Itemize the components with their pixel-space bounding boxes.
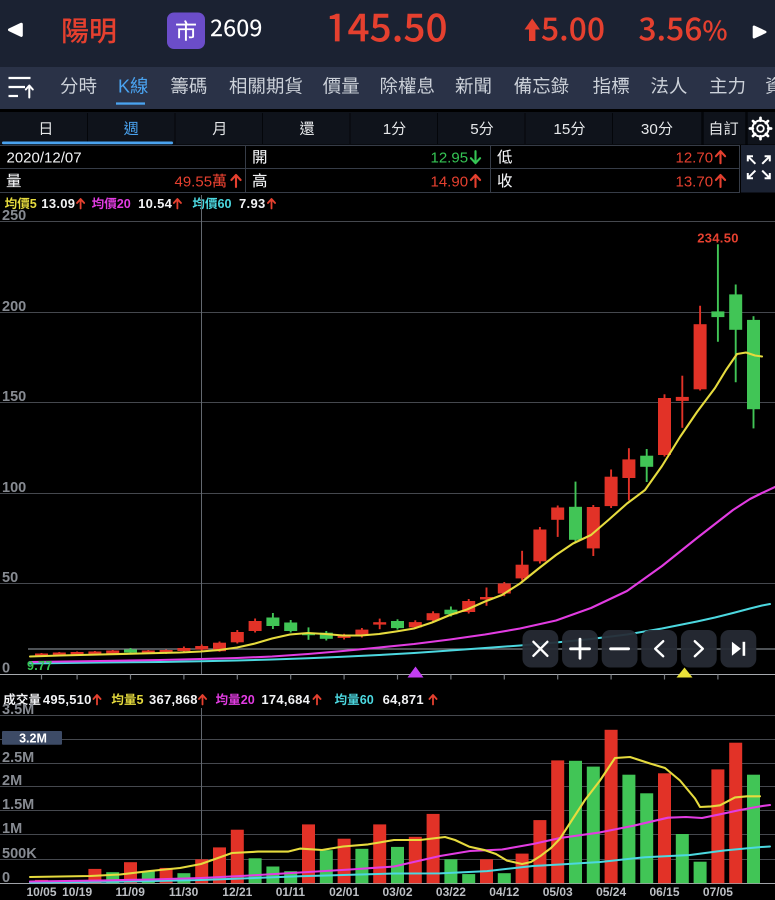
svg-text:03/22: 03/22 bbox=[436, 885, 466, 899]
svg-text:1.5M: 1.5M bbox=[2, 797, 34, 813]
svg-text:05/03: 05/03 bbox=[543, 885, 573, 899]
svg-text:20: 20 bbox=[117, 197, 131, 211]
svg-text:K: K bbox=[118, 77, 130, 97]
svg-text:02/01: 02/01 bbox=[329, 885, 359, 899]
svg-text:10.54: 10.54 bbox=[138, 196, 173, 211]
svg-text:06/15: 06/15 bbox=[650, 885, 680, 899]
svg-text:15: 15 bbox=[553, 121, 570, 138]
svg-text:60: 60 bbox=[360, 693, 374, 707]
svg-text:200: 200 bbox=[2, 299, 26, 315]
svg-text:150: 150 bbox=[2, 389, 26, 405]
svg-text:14.90: 14.90 bbox=[431, 173, 469, 190]
svg-text:10/05: 10/05 bbox=[27, 885, 57, 899]
svg-text:11/09: 11/09 bbox=[116, 885, 146, 899]
svg-text:2020/12/07: 2020/12/07 bbox=[7, 150, 82, 167]
svg-text:234.50: 234.50 bbox=[697, 231, 739, 246]
svg-text:5: 5 bbox=[470, 121, 478, 138]
svg-text:13.09: 13.09 bbox=[41, 196, 75, 211]
svg-text:495,510: 495,510 bbox=[43, 692, 92, 707]
svg-text:7.93: 7.93 bbox=[239, 196, 266, 211]
svg-text:10/19: 10/19 bbox=[62, 885, 92, 899]
svg-text:12.95: 12.95 bbox=[431, 150, 469, 167]
svg-text:2.5M: 2.5M bbox=[2, 750, 34, 766]
svg-text:60: 60 bbox=[218, 197, 232, 211]
svg-text:01/11: 01/11 bbox=[276, 885, 306, 899]
svg-text:174,684: 174,684 bbox=[261, 692, 310, 707]
svg-text:49.55: 49.55 bbox=[175, 173, 213, 190]
svg-text:100: 100 bbox=[2, 480, 26, 496]
svg-text:1M: 1M bbox=[2, 821, 22, 837]
svg-text:5: 5 bbox=[137, 693, 144, 707]
svg-text:9.77: 9.77 bbox=[27, 659, 53, 673]
svg-text:64,871: 64,871 bbox=[383, 692, 424, 707]
svg-text:0: 0 bbox=[2, 870, 10, 886]
svg-text:50: 50 bbox=[2, 570, 18, 586]
svg-text:30: 30 bbox=[641, 121, 658, 138]
svg-text:05/24: 05/24 bbox=[596, 885, 626, 899]
svg-text:12/21: 12/21 bbox=[222, 885, 252, 899]
svg-text:2M: 2M bbox=[2, 773, 22, 789]
svg-text:11/30: 11/30 bbox=[169, 885, 199, 899]
svg-text:04/12: 04/12 bbox=[489, 885, 519, 899]
svg-text:3.5M: 3.5M bbox=[2, 702, 34, 718]
svg-text:5: 5 bbox=[30, 197, 37, 211]
svg-text:367,868: 367,868 bbox=[149, 692, 198, 707]
svg-text:500K: 500K bbox=[2, 846, 37, 862]
svg-text:0: 0 bbox=[2, 661, 10, 677]
svg-text:250: 250 bbox=[2, 208, 26, 224]
svg-text:07/05: 07/05 bbox=[703, 885, 733, 899]
svg-text:03/02: 03/02 bbox=[383, 885, 413, 899]
svg-text:3.2M: 3.2M bbox=[19, 731, 47, 745]
svg-text:12.70: 12.70 bbox=[676, 150, 714, 167]
svg-text:13.70: 13.70 bbox=[676, 173, 714, 190]
svg-text:1: 1 bbox=[383, 121, 391, 138]
svg-text:20: 20 bbox=[241, 693, 255, 707]
